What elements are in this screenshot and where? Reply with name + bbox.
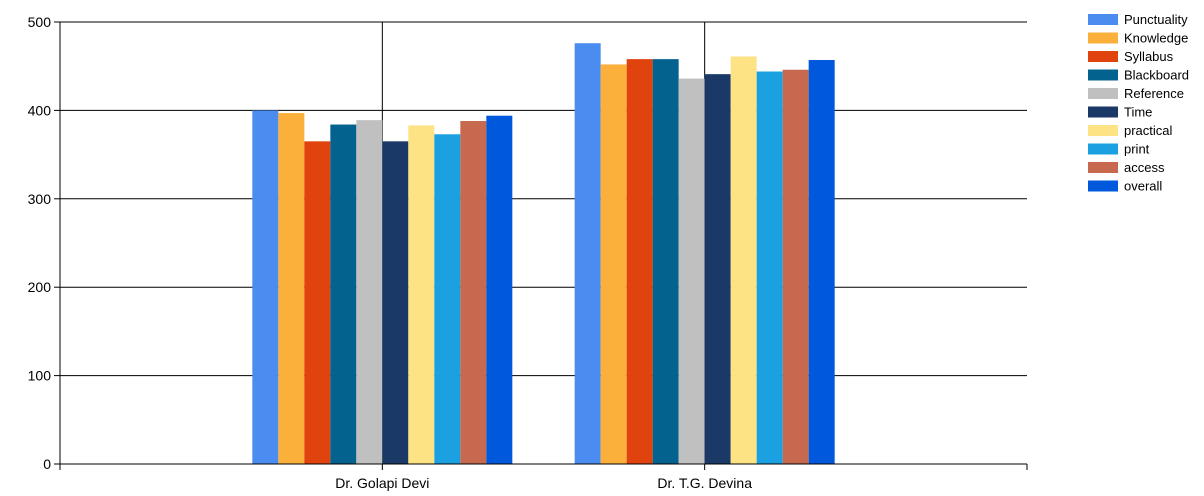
bar-knowledge-0 xyxy=(278,113,305,464)
legend-swatch-knowledge xyxy=(1088,32,1118,44)
bar-time-1 xyxy=(704,74,731,464)
legend-label-reference: Reference xyxy=(1124,86,1184,101)
bar-practical-1 xyxy=(730,56,757,464)
legend-label-knowledge: Knowledge xyxy=(1124,31,1188,46)
legend-swatch-overall xyxy=(1088,180,1118,192)
bar-print-1 xyxy=(756,71,783,464)
legend-swatch-syllabus xyxy=(1088,51,1118,62)
legend-label-practical: practical xyxy=(1124,123,1173,138)
y-tick-label: 200 xyxy=(28,279,52,295)
bar-punctuality-1 xyxy=(574,43,601,464)
y-tick-label: 500 xyxy=(28,14,52,30)
y-tick-label: 100 xyxy=(28,368,52,384)
bar-practical-0 xyxy=(408,125,435,464)
legend-swatch-punctuality xyxy=(1088,14,1118,25)
category-label: Dr. T.G. Devina xyxy=(657,475,752,491)
y-tick-label: 0 xyxy=(43,456,51,472)
legend-label-overall: overall xyxy=(1124,179,1162,194)
bar-overall-0 xyxy=(486,115,513,464)
bar-blackboard-0 xyxy=(330,124,357,464)
legend-swatch-access xyxy=(1088,162,1118,173)
legend-swatch-blackboard xyxy=(1088,69,1118,81)
bar-knowledge-1 xyxy=(600,64,627,464)
y-tick-label: 300 xyxy=(28,191,52,207)
bar-reference-0 xyxy=(356,120,383,465)
bar-access-1 xyxy=(782,69,809,465)
bar-access-0 xyxy=(460,121,487,465)
bar-blackboard-1 xyxy=(652,59,679,465)
legend-label-access: access xyxy=(1124,160,1165,175)
bar-syllabus-0 xyxy=(304,141,331,464)
axes: 0 100 200 300 400 500 Dr. Golapi Devi Dr. T.G. … xyxy=(28,14,1028,491)
bar-syllabus-1 xyxy=(626,59,653,465)
bar-time-0 xyxy=(382,141,409,464)
legend-swatch-print xyxy=(1088,143,1118,155)
legend: Punctuality Knowledge Syllabus Blackboard Re… xyxy=(1088,12,1189,194)
bar-print-0 xyxy=(434,134,461,464)
legend-label-syllabus: Syllabus xyxy=(1124,49,1174,64)
bars xyxy=(252,43,835,465)
y-tick-label: 400 xyxy=(28,102,52,118)
legend-label-print: print xyxy=(1124,142,1150,157)
legend-label-time: Time xyxy=(1124,105,1152,120)
legend-swatch-time xyxy=(1088,106,1118,118)
category-label: Dr. Golapi Devi xyxy=(335,475,429,491)
grid xyxy=(60,21,1027,464)
bar-punctuality-0 xyxy=(252,110,279,465)
bar-reference-1 xyxy=(678,78,705,465)
legend-label-blackboard: Blackboard xyxy=(1124,68,1189,83)
legend-swatch-practical xyxy=(1088,125,1118,136)
legend-label-punctuality: Punctuality xyxy=(1124,12,1188,27)
bar-overall-1 xyxy=(808,60,835,465)
legend-swatch-reference xyxy=(1088,88,1118,99)
